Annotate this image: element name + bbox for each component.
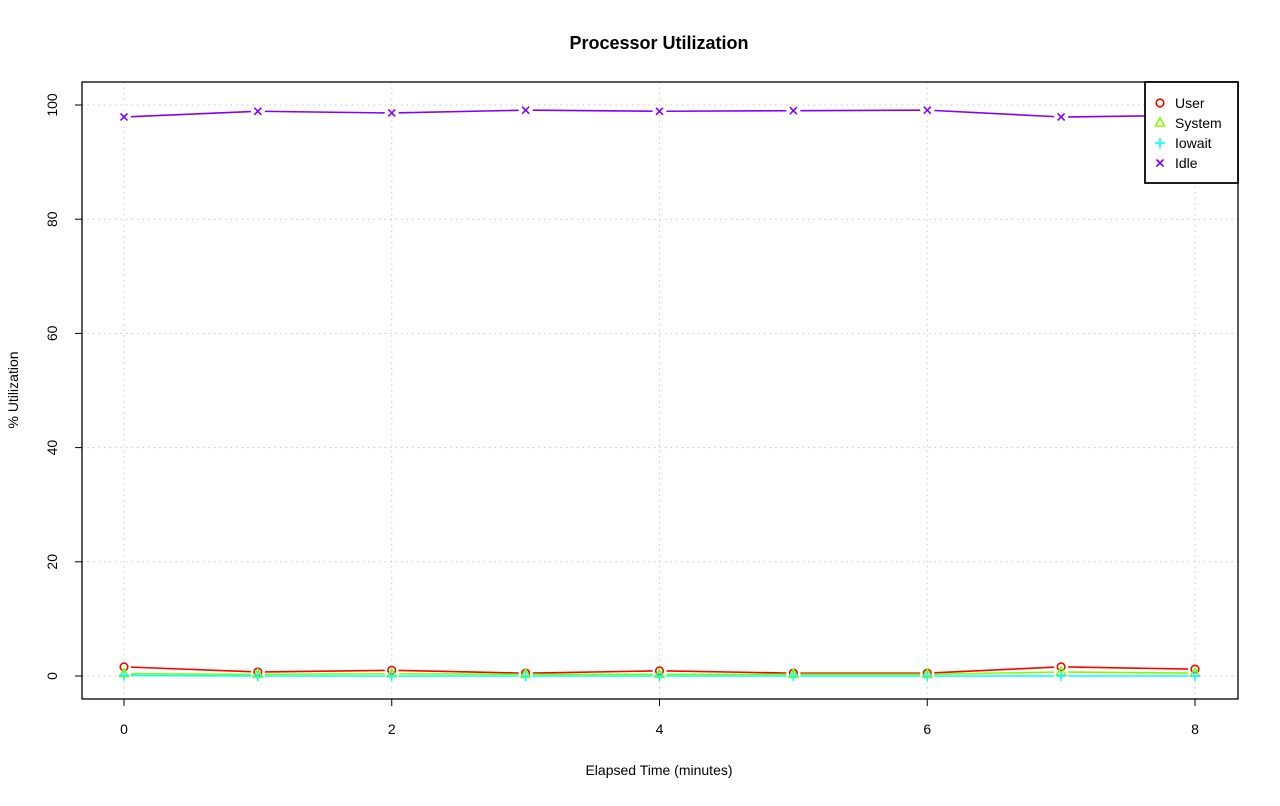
idle-point (1057, 112, 1066, 122)
user-line-segment (532, 670, 653, 674)
grid-lines (82, 82, 1238, 699)
iowait-point (520, 671, 531, 681)
idle-line-segment (800, 109, 921, 112)
legend-user-circle-icon (1155, 98, 1165, 108)
idle-line-segment (532, 109, 653, 113)
idle-line-segment (130, 110, 251, 118)
user-line-segment (1068, 666, 1189, 670)
system-line-segment (264, 672, 385, 676)
user-line-segment (130, 666, 251, 673)
legend-box-layer (1144, 81, 1239, 184)
legend-idle-cross-icon (1155, 158, 1165, 168)
y-tick-label: 80 (44, 211, 60, 227)
idle-line-segment (666, 109, 787, 113)
x-axis-label: Elapsed Time (minutes) (585, 762, 732, 778)
iowait-point (1056, 671, 1067, 681)
legend-iowait-plus-icon (1155, 138, 1165, 148)
legend-label-system: System (1175, 115, 1222, 131)
y-tick-label: 60 (44, 325, 60, 341)
idle-point (119, 112, 129, 122)
idle-line-segment (934, 109, 1055, 118)
user-point (1056, 662, 1066, 672)
idle-point (253, 107, 262, 116)
y-tick-label: 20 (44, 554, 60, 570)
iowait-point (788, 671, 799, 681)
idle-line-segment (398, 109, 519, 114)
legend: User System Iowait Idle (1144, 81, 1239, 184)
iowait-point (1190, 671, 1200, 681)
legend-system-triangle-icon (1154, 116, 1166, 127)
y-tick-label: 100 (44, 93, 60, 117)
chart-title: Processor Utilization (569, 33, 748, 53)
x-tick-label: 8 (1191, 721, 1199, 737)
legend-label-iowait: Iowait (1175, 135, 1212, 151)
iowait-point (119, 670, 129, 681)
user-line-segment (934, 666, 1055, 674)
user-line-segment (398, 669, 519, 674)
system-line-segment (934, 671, 1055, 675)
iowait-point (252, 671, 263, 681)
series-group (118, 106, 1201, 681)
idle-point (521, 106, 530, 115)
idle-point (387, 108, 396, 118)
idle-point (655, 107, 664, 116)
user-line-segment (264, 669, 385, 673)
legend-label-user: User (1175, 95, 1205, 111)
x-tick-label: 2 (388, 721, 396, 737)
y-tick-label: 40 (44, 440, 60, 456)
iowait-point (922, 671, 933, 681)
idle-line-segment (264, 110, 385, 114)
iowait-point (654, 671, 665, 681)
user-line-segment (666, 670, 787, 674)
x-tick-label: 6 (923, 721, 931, 737)
x-tick-label: 4 (656, 721, 664, 737)
y-axis-label: % Utilization (5, 351, 21, 428)
plot-frame (81, 81, 1239, 700)
idle-point (923, 106, 932, 115)
system-line-segment (398, 672, 519, 676)
legend-label-idle: Idle (1175, 155, 1198, 171)
iowait-point (386, 671, 397, 681)
iowait-line-segment (130, 674, 251, 677)
system-line-segment (1068, 671, 1189, 674)
y-tick-label: 0 (44, 672, 60, 680)
x-tick-label: 0 (120, 721, 128, 737)
system-line-segment (130, 672, 251, 676)
idle-point (789, 106, 798, 115)
